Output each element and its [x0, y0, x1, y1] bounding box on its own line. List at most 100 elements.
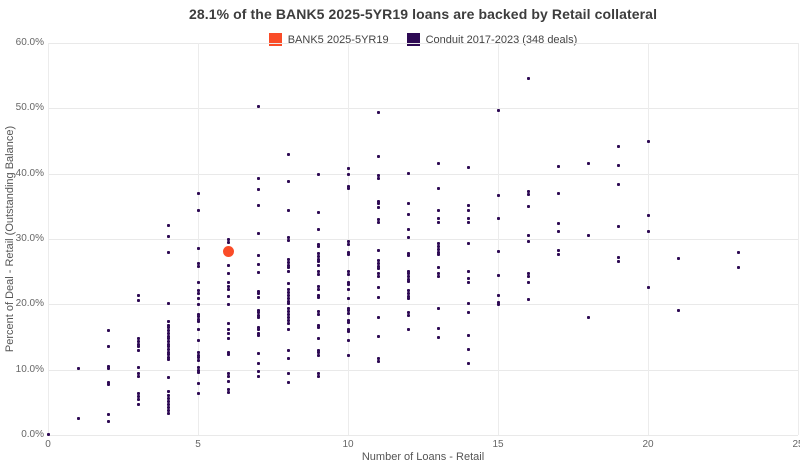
conduit-data-point[interactable]	[196, 289, 200, 293]
conduit-data-point[interactable]	[346, 309, 350, 313]
conduit-data-point[interactable]	[346, 327, 350, 331]
conduit-data-point[interactable]	[376, 272, 380, 276]
conduit-data-point[interactable]	[106, 366, 110, 370]
conduit-data-point[interactable]	[586, 315, 590, 319]
conduit-data-point[interactable]	[466, 347, 470, 351]
conduit-data-point[interactable]	[316, 173, 320, 177]
conduit-data-point[interactable]	[496, 193, 500, 197]
conduit-data-point[interactable]	[226, 372, 230, 376]
conduit-data-point[interactable]	[316, 374, 320, 378]
conduit-data-point[interactable]	[466, 281, 470, 285]
conduit-data-point[interactable]	[226, 350, 230, 354]
conduit-data-point[interactable]	[676, 257, 680, 261]
conduit-data-point[interactable]	[616, 164, 620, 168]
conduit-data-point[interactable]	[376, 202, 380, 206]
conduit-data-point[interactable]	[226, 379, 230, 383]
conduit-data-point[interactable]	[436, 274, 440, 278]
conduit-data-point[interactable]	[256, 262, 260, 266]
conduit-data-point[interactable]	[736, 250, 740, 254]
conduit-data-point[interactable]	[376, 334, 380, 338]
conduit-data-point[interactable]	[376, 154, 380, 158]
conduit-data-point[interactable]	[316, 242, 320, 246]
conduit-data-point[interactable]	[256, 290, 260, 294]
conduit-data-point[interactable]	[256, 203, 260, 207]
conduit-data-point[interactable]	[196, 262, 200, 266]
conduit-data-point[interactable]	[166, 376, 170, 379]
conduit-data-point[interactable]	[466, 269, 470, 273]
conduit-data-point[interactable]	[436, 244, 440, 248]
conduit-data-point[interactable]	[496, 109, 500, 113]
conduit-data-point[interactable]	[256, 176, 260, 180]
conduit-data-point[interactable]	[166, 337, 170, 341]
conduit-data-point[interactable]	[196, 327, 200, 331]
conduit-data-point[interactable]	[376, 262, 380, 266]
conduit-data-point[interactable]	[526, 298, 530, 302]
conduit-data-point[interactable]	[286, 266, 290, 270]
conduit-data-point[interactable]	[346, 338, 350, 342]
conduit-data-point[interactable]	[436, 217, 440, 221]
conduit-data-point[interactable]	[616, 225, 620, 229]
conduit-data-point[interactable]	[376, 359, 380, 363]
conduit-data-point[interactable]	[166, 409, 170, 413]
conduit-data-point[interactable]	[226, 321, 230, 325]
conduit-data-point[interactable]	[166, 355, 170, 359]
conduit-data-point[interactable]	[196, 320, 200, 324]
conduit-data-point[interactable]	[256, 351, 260, 355]
conduit-data-point[interactable]	[286, 291, 290, 295]
conduit-data-point[interactable]	[256, 325, 260, 329]
conduit-data-point[interactable]	[316, 255, 320, 259]
conduit-data-point[interactable]	[256, 361, 260, 365]
conduit-data-point[interactable]	[166, 390, 170, 394]
conduit-data-point[interactable]	[166, 347, 170, 351]
conduit-data-point[interactable]	[346, 250, 350, 254]
conduit-data-point[interactable]	[286, 269, 290, 273]
conduit-data-point[interactable]	[256, 311, 260, 315]
conduit-data-point[interactable]	[196, 312, 200, 316]
conduit-data-point[interactable]	[616, 260, 620, 264]
conduit-data-point[interactable]	[316, 295, 320, 299]
conduit-data-point[interactable]	[166, 332, 170, 336]
conduit-data-point[interactable]	[226, 280, 230, 284]
conduit-data-point[interactable]	[346, 283, 350, 287]
conduit-data-point[interactable]	[256, 313, 260, 317]
conduit-data-point[interactable]	[256, 328, 260, 332]
conduit-data-point[interactable]	[136, 372, 140, 376]
conduit-data-point[interactable]	[286, 180, 290, 183]
conduit-data-point[interactable]	[286, 380, 290, 384]
conduit-data-point[interactable]	[316, 257, 320, 261]
conduit-data-point[interactable]	[556, 191, 560, 195]
conduit-data-point[interactable]	[226, 263, 230, 267]
conduit-data-point[interactable]	[466, 208, 470, 212]
conduit-data-point[interactable]	[406, 269, 410, 273]
conduit-data-point[interactable]	[196, 191, 200, 195]
conduit-data-point[interactable]	[286, 321, 290, 325]
conduit-data-point[interactable]	[286, 312, 290, 316]
conduit-data-point[interactable]	[376, 217, 380, 221]
conduit-data-point[interactable]	[436, 209, 440, 213]
conduit-data-point[interactable]	[166, 350, 170, 354]
conduit-data-point[interactable]	[136, 403, 140, 407]
conduit-data-point[interactable]	[526, 193, 530, 197]
conduit-data-point[interactable]	[166, 400, 170, 404]
conduit-data-point[interactable]	[226, 374, 230, 378]
conduit-data-point[interactable]	[466, 334, 470, 338]
conduit-data-point[interactable]	[136, 394, 140, 398]
conduit-data-point[interactable]	[226, 391, 230, 395]
conduit-data-point[interactable]	[136, 348, 140, 352]
conduit-data-point[interactable]	[376, 274, 380, 278]
conduit-data-point[interactable]	[316, 245, 320, 249]
conduit-data-point[interactable]	[286, 238, 290, 242]
conduit-data-point[interactable]	[286, 261, 290, 265]
conduit-data-point[interactable]	[406, 278, 410, 281]
conduit-data-point[interactable]	[436, 242, 440, 246]
conduit-data-point[interactable]	[286, 296, 290, 300]
conduit-data-point[interactable]	[676, 308, 680, 312]
conduit-data-point[interactable]	[436, 306, 440, 310]
conduit-data-point[interactable]	[166, 393, 170, 397]
conduit-data-point[interactable]	[196, 338, 200, 342]
conduit-data-point[interactable]	[76, 416, 80, 420]
conduit-data-point[interactable]	[376, 176, 380, 180]
conduit-data-point[interactable]	[256, 254, 260, 258]
conduit-data-point[interactable]	[436, 327, 440, 330]
conduit-data-point[interactable]	[346, 240, 350, 244]
